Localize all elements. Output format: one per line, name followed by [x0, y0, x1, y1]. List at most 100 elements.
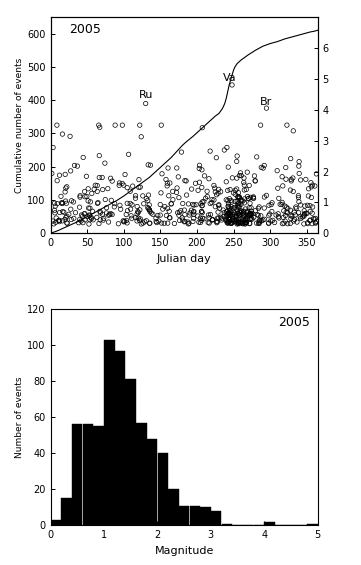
- Point: [80, 212, 86, 221]
- Point: [96, 173, 102, 182]
- Point: [244, 208, 250, 218]
- Point: [242, 218, 247, 227]
- Point: [248, 209, 253, 218]
- Point: [136, 175, 142, 184]
- Point: [256, 202, 262, 211]
- Point: [245, 194, 251, 203]
- Point: [243, 218, 248, 227]
- Point: [195, 211, 201, 220]
- Point: [266, 219, 271, 228]
- Point: [224, 218, 230, 227]
- Point: [124, 183, 130, 192]
- Point: [202, 171, 208, 180]
- Point: [233, 205, 239, 214]
- Point: [135, 214, 141, 223]
- Point: [226, 215, 232, 224]
- Point: [301, 206, 307, 215]
- Point: [145, 196, 151, 205]
- Point: [214, 190, 219, 199]
- Point: [290, 173, 296, 182]
- Point: [91, 185, 97, 194]
- Point: [225, 202, 231, 211]
- Point: [246, 194, 252, 203]
- Point: [241, 178, 247, 187]
- Point: [154, 218, 160, 227]
- Point: [168, 199, 174, 208]
- Point: [305, 201, 310, 210]
- Point: [165, 219, 171, 228]
- Point: [275, 212, 281, 221]
- Point: [247, 210, 253, 219]
- Point: [298, 214, 304, 223]
- Point: [238, 218, 244, 227]
- Point: [247, 215, 253, 224]
- Point: [248, 214, 253, 223]
- Point: [296, 208, 301, 217]
- Point: [117, 179, 122, 188]
- Bar: [222, 524, 232, 525]
- Point: [238, 171, 244, 180]
- Point: [226, 214, 231, 223]
- Point: [134, 216, 140, 225]
- Point: [155, 211, 161, 220]
- Point: [108, 174, 113, 183]
- Point: [88, 214, 94, 223]
- Point: [170, 187, 175, 196]
- Point: [193, 179, 199, 188]
- Point: [247, 211, 252, 220]
- Point: [180, 199, 186, 208]
- Point: [157, 211, 163, 220]
- Point: [96, 219, 102, 228]
- Point: [225, 217, 231, 226]
- Point: [227, 185, 233, 194]
- Point: [260, 215, 266, 224]
- Point: [224, 143, 230, 152]
- Point: [307, 201, 313, 210]
- Point: [196, 218, 202, 227]
- Text: Ru: Ru: [139, 90, 153, 101]
- Point: [117, 201, 123, 210]
- Bar: [190, 506, 200, 525]
- Point: [85, 184, 91, 193]
- Point: [217, 203, 222, 212]
- Point: [214, 217, 219, 226]
- Point: [242, 194, 248, 203]
- Point: [308, 182, 314, 192]
- Point: [244, 207, 250, 216]
- Point: [279, 198, 285, 207]
- Point: [165, 163, 171, 172]
- Point: [50, 216, 56, 225]
- Point: [221, 146, 227, 155]
- Point: [244, 192, 250, 201]
- Point: [199, 197, 205, 206]
- Point: [226, 213, 232, 222]
- Point: [225, 163, 231, 172]
- Point: [262, 215, 268, 224]
- Point: [101, 214, 106, 223]
- Point: [241, 210, 247, 219]
- Point: [280, 213, 286, 222]
- Point: [233, 215, 239, 224]
- Point: [223, 207, 229, 216]
- Point: [280, 181, 286, 190]
- Point: [246, 211, 252, 220]
- Point: [140, 192, 145, 201]
- Point: [159, 170, 165, 179]
- Point: [82, 209, 88, 218]
- Point: [127, 199, 133, 208]
- Point: [96, 120, 102, 129]
- Point: [161, 219, 167, 228]
- Point: [238, 168, 243, 177]
- Bar: [104, 340, 114, 525]
- Point: [158, 120, 164, 129]
- Point: [197, 218, 203, 227]
- Point: [199, 201, 205, 210]
- Point: [244, 214, 250, 223]
- Point: [231, 188, 236, 197]
- Point: [70, 197, 76, 206]
- Point: [247, 208, 253, 218]
- Point: [88, 212, 94, 221]
- Point: [229, 218, 235, 227]
- Point: [312, 218, 318, 227]
- Point: [236, 203, 242, 212]
